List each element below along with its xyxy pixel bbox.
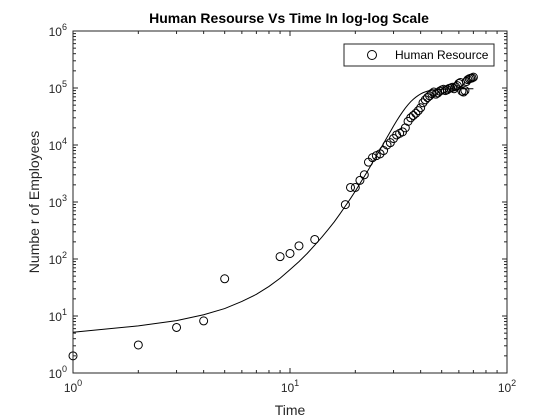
data-point: [467, 73, 477, 83]
data-point: [457, 86, 467, 96]
data-point: [294, 241, 304, 251]
data-point: [340, 200, 350, 210]
data-points-layer: [68, 72, 478, 361]
y-tick-label: 103: [49, 193, 67, 210]
data-point: [413, 106, 423, 116]
data-point: [172, 322, 182, 332]
data-point: [355, 175, 365, 185]
plot-frame: [72, 30, 508, 374]
data-point: [133, 340, 143, 350]
data-point: [408, 110, 418, 120]
x-tick-label: 100: [64, 378, 82, 395]
x-axis-label: Time: [275, 402, 306, 418]
legend-label: Human Resource: [395, 48, 489, 62]
y-tick-label: 106: [49, 22, 67, 39]
y-axis-label: Numbe r of Employees: [26, 131, 42, 273]
data-point: [416, 103, 426, 113]
data-point: [285, 248, 295, 258]
data-point: [447, 82, 457, 92]
data-point: [418, 98, 428, 108]
y-tick-label: 100: [49, 364, 67, 381]
data-point: [68, 351, 78, 361]
data-point: [439, 84, 449, 94]
data-point: [460, 86, 470, 96]
chart-title: Human Resourse Vs Time In log-log Scale: [149, 10, 429, 26]
data-point: [411, 108, 421, 118]
axis-ticks: [72, 30, 508, 374]
data-point: [406, 113, 416, 123]
x-tick-label: 101: [281, 378, 299, 395]
y-tick-label: 105: [49, 79, 67, 96]
data-point: [468, 72, 478, 82]
y-tick-label: 102: [49, 250, 67, 267]
data-point: [449, 84, 459, 94]
data-point: [220, 274, 230, 284]
data-point: [350, 182, 360, 192]
data-point: [427, 89, 437, 99]
data-point: [452, 81, 462, 91]
data-point: [199, 316, 209, 326]
data-point: [310, 234, 320, 244]
x-tick-label: 102: [498, 378, 516, 395]
legend-box: [343, 43, 495, 67]
data-point: [345, 182, 355, 192]
legend-marker-circle: [367, 50, 377, 60]
data-point: [458, 87, 468, 97]
legend: Human Resource: [343, 43, 495, 67]
plot-area: [72, 30, 508, 374]
data-point: [359, 170, 369, 180]
data-point: [275, 252, 285, 262]
y-tick-label: 101: [49, 307, 67, 324]
data-point: [400, 123, 410, 133]
axis-tick-labels: 100 101 102 100 101 102 103 104 105 106: [49, 22, 517, 395]
y-tick-label: 104: [49, 136, 67, 153]
